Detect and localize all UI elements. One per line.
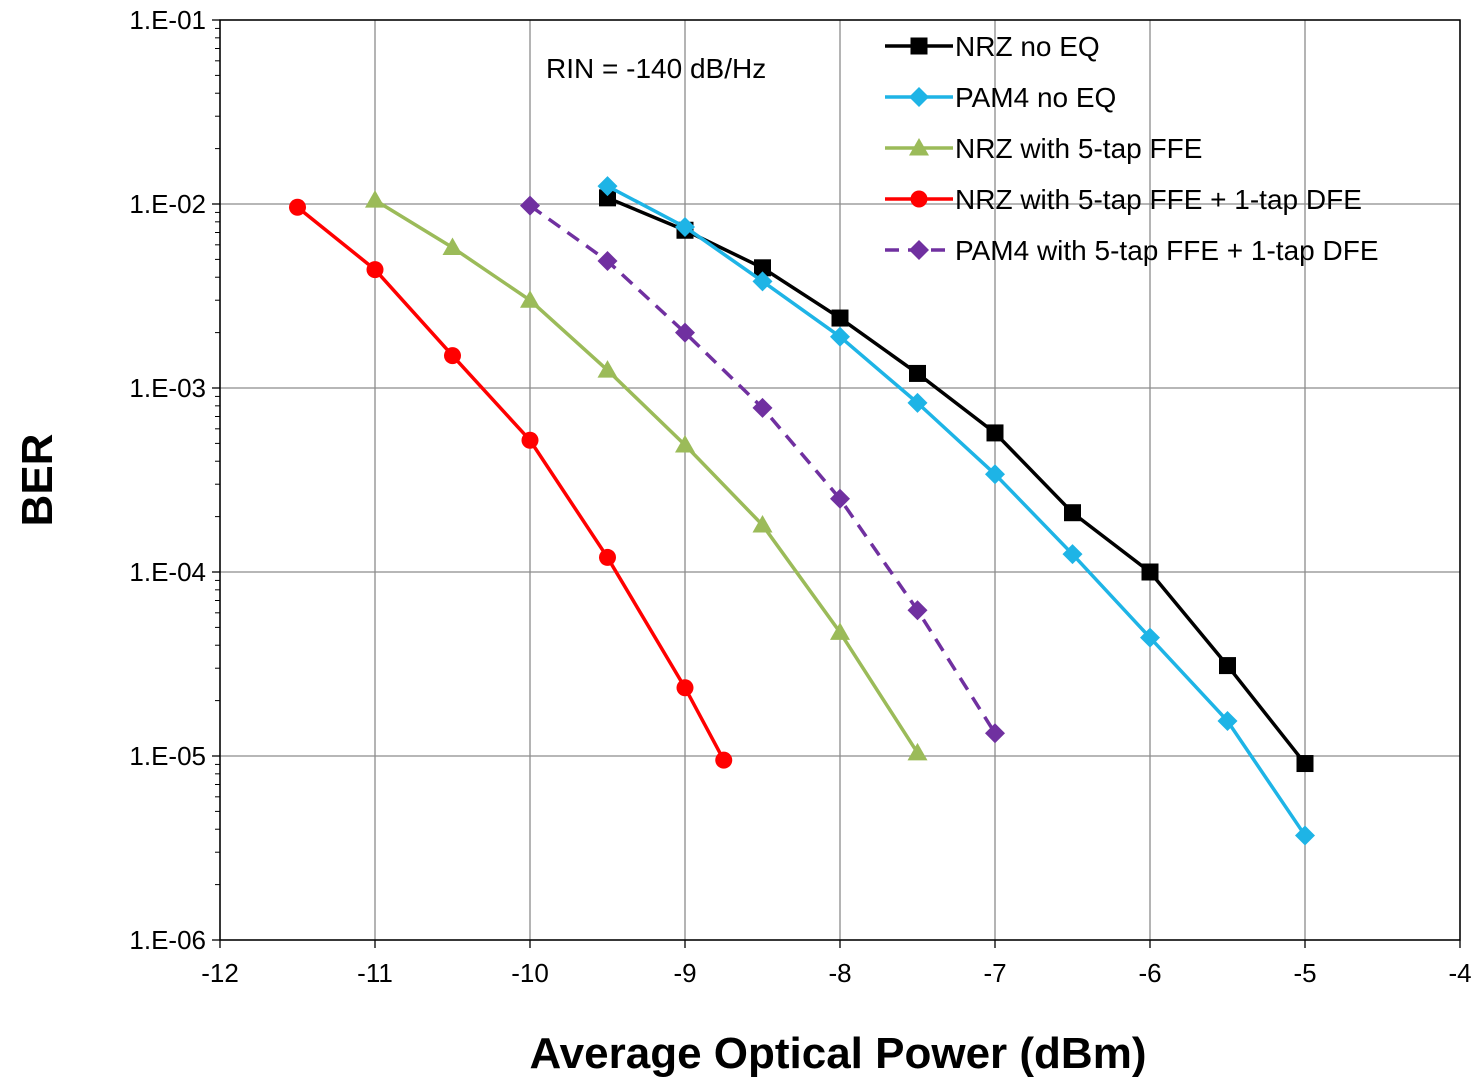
legend-marker	[910, 190, 928, 208]
data-point	[520, 290, 540, 308]
y-tick-label: 1.E-01	[129, 5, 206, 35]
legend-item: PAM4 no EQ	[885, 82, 1116, 113]
y-minor-ticks	[215, 27, 220, 886]
data-point	[676, 679, 694, 697]
data-point	[752, 515, 773, 533]
legend: NRZ no EQ PAM4 no EQ NRZ with 5-tap FFE NRZ…	[885, 31, 1379, 266]
data-point	[754, 259, 771, 277]
x-tick-labels: -12 -11 -10 -9 -8 -7 -6 -5 -4	[201, 958, 1471, 988]
legend-marker	[909, 240, 929, 260]
y-tick-label: 1.E-05	[129, 741, 206, 771]
data-point	[986, 424, 1004, 442]
data-point	[831, 309, 849, 327]
legend-item: NRZ with 5-tap FFE + 1-tap DFE	[885, 184, 1362, 215]
legend-item: NRZ with 5-tap FFE	[885, 133, 1202, 164]
y-tick-labels: 1.E-01 1.E-02 1.E-03 1.E-04 1.E-05 1.E-06	[129, 5, 206, 955]
x-tick-label: -7	[983, 958, 1006, 988]
data-point	[1140, 627, 1160, 648]
data-point	[442, 237, 463, 256]
series-line	[606, 196, 1307, 765]
series-0	[599, 189, 1314, 773]
data-point	[752, 397, 773, 418]
data-point	[597, 176, 618, 197]
legend-label: PAM4 no EQ	[955, 82, 1116, 113]
data-point	[830, 622, 850, 640]
data-point	[907, 600, 928, 621]
data-point	[521, 431, 539, 449]
data-point	[1217, 710, 1238, 731]
data-point	[985, 464, 1005, 485]
data-point	[830, 326, 850, 347]
y-tick-label: 1.E-03	[129, 373, 206, 403]
x-tick-label: -5	[1293, 958, 1316, 988]
series-line	[374, 198, 919, 754]
series-line	[606, 184, 1307, 837]
legend-marker	[909, 138, 929, 156]
x-tick-label: -6	[1138, 958, 1161, 988]
data-point	[597, 251, 618, 272]
data-point	[365, 190, 385, 208]
data-point	[597, 360, 618, 378]
data-point	[1219, 657, 1236, 675]
x-tick-label: -4	[1448, 958, 1471, 988]
data-point	[985, 723, 1005, 744]
series-3	[289, 198, 733, 769]
legend-label: NRZ with 5-tap FFE	[955, 133, 1202, 164]
grid-lines	[212, 19, 1461, 948]
data-point	[1295, 825, 1315, 846]
x-axis-title: Average Optical Power (dBm)	[530, 1029, 1147, 1078]
data-point	[830, 488, 850, 509]
data-point	[909, 364, 926, 382]
data-point	[675, 322, 695, 343]
series-2	[365, 190, 928, 761]
data-point	[599, 548, 616, 566]
legend-item: PAM4 with 5-tap FFE + 1-tap DFE	[885, 235, 1379, 266]
y-tick-label: 1.E-02	[129, 189, 206, 219]
x-tick-label: -11	[357, 958, 393, 988]
data-point	[907, 742, 928, 761]
legend-marker	[910, 37, 928, 55]
data-point	[366, 261, 384, 279]
series-line	[296, 205, 726, 761]
data-point	[520, 195, 540, 216]
data-point	[1296, 755, 1314, 773]
data-point	[599, 189, 616, 207]
legend-label: NRZ with 5-tap FFE + 1-tap DFE	[955, 184, 1362, 215]
data-point	[289, 198, 306, 216]
data-point	[675, 216, 695, 237]
data-point	[1064, 504, 1081, 522]
data-point	[1062, 544, 1083, 565]
data-point	[715, 751, 733, 769]
x-tick-label: -9	[673, 958, 696, 988]
plot-area	[219, 19, 1461, 941]
y-tick-label: 1.E-04	[129, 557, 206, 587]
x-tick-label: -12	[201, 958, 239, 988]
y-tick-label: 1.E-06	[129, 925, 206, 955]
data-point	[907, 392, 928, 413]
series-1	[597, 176, 1315, 846]
annotation-rin: RIN = -140 dB/Hz	[546, 53, 766, 84]
data-point	[752, 271, 773, 292]
y-axis-title: BER	[13, 434, 62, 527]
legend-marker	[909, 87, 929, 107]
series-group	[289, 176, 1315, 846]
legend-label: PAM4 with 5-tap FFE + 1-tap DFE	[955, 235, 1379, 266]
series-4	[520, 195, 1005, 744]
legend-label: NRZ no EQ	[955, 31, 1100, 62]
data-point	[675, 435, 695, 453]
data-point	[1141, 563, 1159, 581]
legend-item: NRZ no EQ	[885, 31, 1100, 62]
data-point	[444, 347, 461, 365]
x-tick-label: -10	[511, 958, 549, 988]
x-tick-label: -8	[828, 958, 851, 988]
